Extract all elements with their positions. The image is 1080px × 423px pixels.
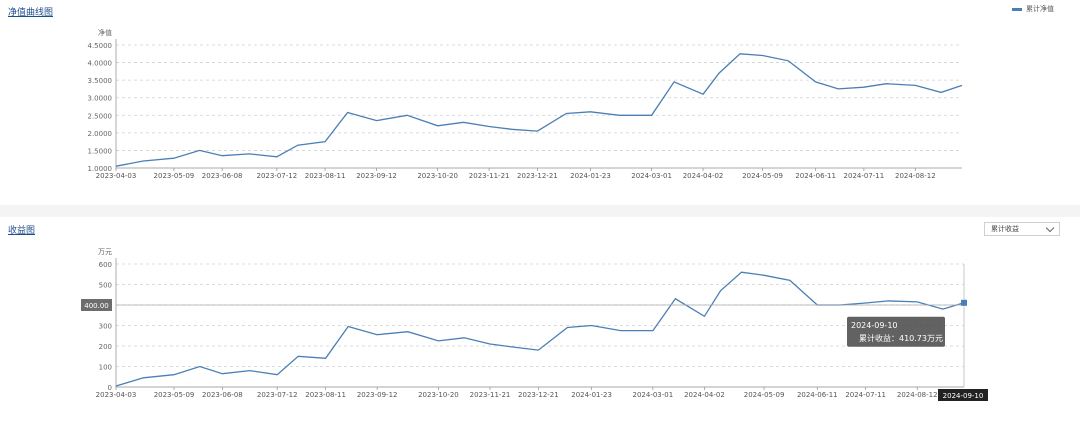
x-tick-label: 2023-04-03 bbox=[96, 172, 137, 180]
series-line bbox=[115, 271, 965, 387]
y-tick-label: 3.0000 bbox=[88, 95, 113, 103]
x-tick-label: 2024-07-11 bbox=[845, 391, 886, 399]
x-tick-label: 2023-08-11 bbox=[305, 391, 346, 399]
x-tick-label: 2024-08-12 bbox=[897, 391, 938, 399]
tooltip-value: 累计收益：410.73万元 bbox=[859, 333, 943, 343]
x-tick-label: 2024-07-11 bbox=[844, 172, 885, 180]
y-tick-label: 500 bbox=[99, 282, 112, 290]
series-line bbox=[115, 53, 963, 167]
y-axis-label: 万元 bbox=[98, 248, 112, 256]
y-tick-label: 200 bbox=[99, 343, 112, 351]
x-tick-label: 2024-06-11 bbox=[795, 172, 836, 180]
x-tick-label: 2023-09-12 bbox=[357, 391, 398, 399]
x-tick-label: 2023-09-12 bbox=[356, 172, 397, 180]
y-tick-label: 0 bbox=[108, 384, 112, 392]
highlight-marker bbox=[961, 299, 967, 306]
x-tick-label: 2024-03-01 bbox=[631, 172, 672, 180]
x-tick-label: 2023-07-12 bbox=[257, 391, 298, 399]
pnl-chart[interactable]: 0100200300400500600万元2023-04-032023-05-0… bbox=[0, 217, 1080, 419]
x-tick-label: 2023-04-03 bbox=[96, 391, 137, 399]
y-tick-label: 600 bbox=[99, 261, 112, 269]
y-tick-label: 100 bbox=[99, 364, 112, 372]
x-tick-label: 2023-08-11 bbox=[305, 172, 346, 180]
x-tick-label: 2023-07-12 bbox=[256, 172, 297, 180]
nav-curve-title[interactable]: 净值曲线图 bbox=[8, 8, 54, 18]
nav-chart[interactable]: 1.0000 1.5000 2.0000 2.5000 3.0000 3.5000 4.00… bbox=[0, 0, 1080, 205]
x-tick-label: 2023-10-20 bbox=[418, 391, 459, 399]
legend-label: 累计净值 bbox=[1026, 5, 1054, 13]
y-tick-label: 3.5000 bbox=[88, 77, 113, 85]
x-tick-label: 2023-05-09 bbox=[154, 391, 195, 399]
x-tick-label: 2024-05-09 bbox=[744, 391, 785, 399]
x-tick-label: 2024-01-23 bbox=[571, 391, 612, 399]
crosshair-label-box bbox=[81, 299, 112, 311]
x-tick-label: 2023-11-21 bbox=[469, 172, 510, 180]
y-tick-label: 2.0000 bbox=[88, 130, 113, 138]
pnl-title[interactable]: 收益图 bbox=[8, 226, 36, 236]
x-tick-label: 2024-01-23 bbox=[570, 172, 611, 180]
y-axis-label: 净值 bbox=[98, 28, 112, 37]
tooltip-date: 2024-09-10 bbox=[851, 321, 898, 330]
x-highlight-label: 2024-09-10 bbox=[943, 392, 984, 400]
panel-divider bbox=[0, 205, 1080, 217]
chevron-down-icon bbox=[1045, 223, 1055, 233]
y-tick-label: 1.5000 bbox=[88, 147, 113, 155]
x-tick-label: 2024-03-01 bbox=[633, 391, 674, 399]
x-tick-label: 2024-04-02 bbox=[683, 172, 724, 180]
x-tick-label: 2024-04-02 bbox=[684, 391, 725, 399]
x-tick-label: 2023-05-09 bbox=[154, 172, 195, 180]
x-tick-label: 2023-10-20 bbox=[417, 172, 458, 180]
y-tick-label: 1.0000 bbox=[88, 165, 113, 173]
tooltip-box bbox=[847, 316, 945, 347]
nav-curve-panel: 净值曲线图 累计净值 1.0000 1.5000 2.0000 2.5000 3.000… bbox=[0, 0, 1080, 205]
x-tick-label: 2023-11-21 bbox=[470, 391, 511, 399]
y-tick-label: 300 bbox=[99, 323, 112, 331]
x-tick-label: 2024-06-11 bbox=[797, 391, 838, 399]
legend-swatch-icon bbox=[1012, 7, 1022, 11]
y-tick-label: 2.5000 bbox=[88, 112, 113, 120]
x-tick-label: 2024-05-09 bbox=[742, 172, 783, 180]
x-highlight-box bbox=[938, 389, 988, 401]
x-tick-label: 2023-12-21 bbox=[517, 172, 558, 180]
crosshair-label: 400.00 bbox=[84, 302, 109, 310]
x-tick-label: 2024-08-12 bbox=[895, 172, 936, 180]
metric-select[interactable]: 累计收益 bbox=[984, 222, 1060, 236]
y-tick-label: 4.5000 bbox=[88, 42, 113, 50]
y-tick-label: 4.0000 bbox=[88, 60, 113, 68]
pnl-panel: 收益图 累计收益 0100200300400500600万元2023-04-03… bbox=[0, 217, 1080, 419]
x-tick-label: 2023-12-21 bbox=[518, 391, 559, 399]
nav-legend[interactable]: 累计净值 bbox=[1012, 4, 1054, 14]
x-tick-label: 2023-06-08 bbox=[202, 172, 243, 180]
metric-select-value: 累计收益 bbox=[991, 225, 1019, 233]
x-tick-label: 2023-06-08 bbox=[202, 391, 243, 399]
